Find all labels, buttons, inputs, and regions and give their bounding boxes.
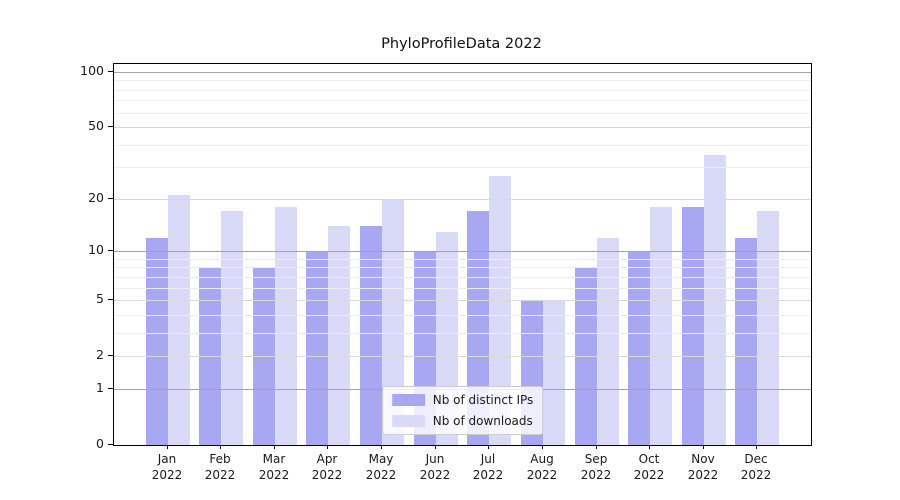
y-tick-5 (108, 299, 113, 300)
x-tick-label-apr: Apr 2022 (311, 452, 343, 482)
bar-downloads-sep (596, 237, 619, 445)
bar-downloads-jul (489, 175, 512, 445)
y-tick-10 (108, 250, 113, 251)
gridline-9 (114, 259, 811, 260)
x-tick-label-jun: Jun 2022 (419, 452, 451, 482)
legend-item-distinct-ips: Nb of distinct IPs (391, 393, 534, 407)
gridline-10 (114, 251, 811, 252)
bar-ips-nov (681, 207, 704, 445)
y-tick-20 (108, 198, 113, 199)
x-tick-label-feb: Feb 2022 (204, 452, 236, 482)
x-tick-dec (756, 445, 757, 449)
plot-area: Nb of distinct IPs Nb of downloads (113, 63, 812, 446)
x-tick-apr (327, 445, 328, 449)
y-tick-label-100: 100 (80, 63, 104, 78)
gridline-3 (114, 333, 811, 334)
x-tick-label-mar: Mar 2022 (258, 452, 290, 482)
gridline-7 (114, 277, 811, 278)
gridline-2 (114, 356, 811, 357)
x-tick-oct (649, 445, 650, 449)
x-tick-label-jan: Jan 2022 (151, 452, 183, 482)
x-tick-label-nov: Nov 2022 (687, 452, 719, 482)
bar-ips-may (360, 226, 383, 445)
bar-ips-oct (628, 251, 651, 445)
legend-swatch-distinct-ips (391, 394, 425, 406)
bar-downloads-may (382, 198, 405, 445)
x-tick-jun (435, 445, 436, 449)
y-tick-2 (108, 355, 113, 356)
bar-downloads-feb (221, 211, 244, 445)
x-tick-label-jul: Jul 2022 (472, 452, 504, 482)
x-tick-jul (488, 445, 489, 449)
legend-label-downloads: Nb of downloads (432, 414, 533, 428)
y-tick-label-20: 20 (88, 190, 104, 205)
bar-downloads-aug (542, 300, 565, 445)
gridline-60 (114, 113, 811, 114)
legend-item-downloads: Nb of downloads (391, 414, 534, 428)
chart-title: PhyloProfileData 2022 (381, 36, 542, 52)
x-tick-jan (167, 445, 168, 449)
bar-downloads-mar (274, 207, 297, 445)
legend: Nb of distinct IPs Nb of downloads (381, 386, 544, 435)
x-tick-feb (220, 445, 221, 449)
x-tick-label-dec: Dec 2022 (740, 452, 772, 482)
legend-swatch-downloads (391, 415, 425, 427)
bar-ips-apr (306, 251, 329, 445)
y-tick-label-50: 50 (88, 118, 104, 133)
bar-ips-dec (735, 237, 758, 445)
x-tick-label-oct: Oct 2022 (633, 452, 665, 482)
gridline-5 (114, 300, 811, 301)
gridline-90 (114, 80, 811, 81)
gridline-8 (114, 267, 811, 268)
y-tick-1 (108, 388, 113, 389)
x-tick-aug (542, 445, 543, 449)
x-tick-mar (274, 445, 275, 449)
gridline-80 (114, 90, 811, 91)
bar-downloads-apr (328, 226, 351, 445)
y-tick-0 (108, 444, 113, 445)
x-tick-nov (703, 445, 704, 449)
y-tick-label-1: 1 (96, 380, 104, 395)
bar-downloads-dec (757, 211, 780, 445)
bar-downloads-jan (167, 195, 190, 445)
y-tick-label-2: 2 (96, 347, 104, 362)
gridline-4 (114, 315, 811, 316)
bar-downloads-oct (650, 207, 673, 445)
y-tick-100 (108, 71, 113, 72)
x-tick-label-aug: Aug 2022 (526, 452, 558, 482)
x-tick-may (381, 445, 382, 449)
x-tick-sep (596, 445, 597, 449)
legend-label-distinct-ips: Nb of distinct IPs (432, 393, 534, 407)
x-tick-label-sep: Sep 2022 (580, 452, 612, 482)
gridline-20 (114, 199, 811, 200)
bar-ips-jan (145, 237, 168, 445)
y-tick-label-10: 10 (88, 242, 104, 257)
gridline-30 (114, 167, 811, 168)
gridline-100 (114, 72, 811, 73)
y-tick-label-0: 0 (96, 436, 104, 451)
gridline-6 (114, 288, 811, 289)
x-tick-label-may: May 2022 (365, 452, 397, 482)
gridline-50 (114, 127, 811, 128)
y-tick-label-5: 5 (96, 291, 104, 306)
gridline-40 (114, 145, 811, 146)
y-tick-50 (108, 126, 113, 127)
gridline-70 (114, 100, 811, 101)
